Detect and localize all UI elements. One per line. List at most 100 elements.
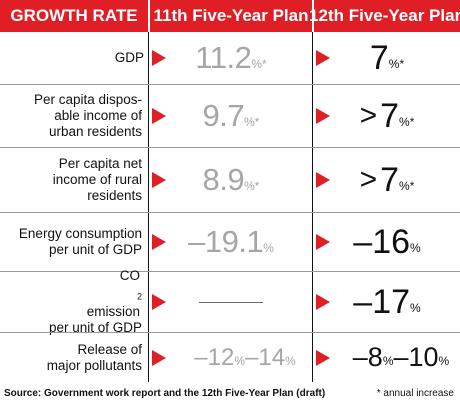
label-pollutants: Release of major pollutants (47, 342, 146, 374)
value-number: –16 (353, 222, 411, 261)
label-line: urban residents (48, 124, 142, 139)
value-12th-urban-income: >7 %* (314, 85, 460, 147)
value-suffix: % (263, 241, 274, 255)
label-subscript: 2 (136, 291, 142, 302)
row-divider (0, 212, 460, 213)
value-11th-pollutants: –12% –14% (150, 333, 326, 382)
row-label: Per capita dispos- able income of urban … (0, 85, 146, 147)
arrow-icon (316, 294, 330, 310)
value-suffix: % (410, 301, 421, 315)
arrow-icon (152, 172, 166, 188)
value-number: –8 (352, 342, 383, 372)
value-12th-pollutants: –8% –10% (314, 333, 460, 382)
footer: Source: Government work report and the 1… (0, 385, 460, 405)
row-label: GDP (0, 32, 146, 84)
value-number: –19.1 (188, 224, 264, 259)
row-urban-income: Per capita dispos- able income of urban … (0, 85, 460, 147)
column-divider-2 (312, 32, 313, 382)
arrow-icon (316, 108, 330, 124)
label-rural-income: Per capita net income of rural residents (53, 156, 146, 204)
value-number: –14 (245, 343, 286, 371)
row-label: CO 2 emission per unit of GDP (0, 268, 146, 336)
row-pollutants: Release of major pollutants –12% –14% –8%… (0, 333, 460, 382)
value-number: –10 (393, 342, 439, 372)
value-number: 7 (380, 96, 400, 135)
value-number: 8.9 (202, 162, 245, 197)
arrow-icon (316, 234, 330, 250)
header-growth-rate: GROWTH RATE (0, 0, 148, 32)
value-number: 7 (380, 160, 400, 199)
value-11th-energy: –19.1% (150, 213, 312, 271)
value-suffix: %* (251, 57, 267, 71)
value-number: –17 (353, 282, 411, 321)
value-suffix: %* (244, 179, 260, 193)
value-12th-co2: –17% (314, 272, 460, 332)
value-11th-co2-none (150, 272, 312, 332)
row-co2-emission: CO 2 emission per unit of GDP –17% (0, 268, 460, 336)
greater-than-symbol: > (359, 163, 378, 196)
row-gdp: GDP 11.2 %* 7 %* (0, 32, 460, 84)
arrow-icon (316, 50, 330, 66)
value-suffix: % (382, 353, 394, 368)
column-divider-1 (148, 32, 149, 382)
header-11th-plan: 11th Five-Year Plan (150, 0, 312, 32)
row-divider (0, 147, 460, 148)
source-note: Source: Government work report and the 1… (4, 388, 326, 399)
arrow-icon (316, 349, 330, 366)
label-line: per unit of GDP (48, 242, 142, 257)
arrow-icon (152, 50, 166, 66)
label-line: per unit of GDP (48, 320, 142, 336)
value-11th-urban-income: 9.7 %* (150, 85, 312, 147)
label-line: income of rural (52, 172, 142, 187)
greater-than-symbol: > (359, 99, 378, 132)
label-urban-income: Per capita dispos- able income of urban … (34, 92, 146, 140)
row-label: Energy consumption per unit of GDP (0, 213, 146, 271)
value-suffix: %* (244, 115, 260, 129)
value-suffix: % (438, 353, 450, 368)
label-gdp: GDP (114, 50, 144, 65)
row-divider (0, 271, 460, 272)
value-12th-rural-income: >7 %* (314, 148, 460, 212)
row-label: Per capita net income of rural residents (0, 148, 146, 212)
label-line: Per capita net (58, 156, 142, 171)
label-co-text: CO (119, 267, 140, 283)
arrow-icon (152, 234, 166, 250)
value-11th-rural-income: 8.9 %* (150, 148, 312, 212)
label-line: Per capita dispos- (33, 92, 142, 107)
label-line: Energy consumption (18, 226, 142, 241)
header-12th-plan: 12th Five-Year Plan (309, 0, 460, 32)
label-line: CO 2 emission (49, 268, 144, 321)
value-suffix: %* (399, 179, 415, 193)
value-number: 9.7 (202, 98, 245, 133)
value-suffix: % (234, 353, 245, 368)
value-11th-gdp: 11.2 %* (150, 32, 312, 84)
footnote-annual-increase: * annual increase (376, 388, 454, 399)
label-line: major pollutants (46, 357, 142, 373)
value-12th-energy: –16% (314, 213, 460, 271)
value-suffix: %* (388, 57, 405, 71)
value-12th-gdp: 7 %* (314, 32, 460, 84)
row-rural-income: Per capita net income of rural residents… (0, 148, 460, 212)
value-number: 7 (369, 38, 389, 77)
arrow-icon (152, 349, 166, 366)
label-co2-emission: CO 2 emission per unit of GDP (49, 268, 146, 337)
arrow-icon (152, 108, 166, 124)
value-suffix: % (285, 353, 296, 368)
value-suffix: % (410, 241, 421, 255)
row-label: Release of major pollutants (0, 333, 146, 382)
label-line: Release of (77, 341, 142, 357)
no-target-line (199, 301, 263, 303)
row-divider (0, 332, 460, 333)
row-energy-consumption: Energy consumption per unit of GDP –19.1… (0, 213, 460, 271)
label-emission-text: emission (86, 304, 140, 320)
value-number: –12 (194, 343, 235, 371)
value-suffix: %* (399, 115, 415, 129)
row-divider (0, 84, 460, 85)
label-line: able income of (54, 108, 142, 123)
arrow-icon (316, 172, 330, 188)
label-energy-consumption: Energy consumption per unit of GDP (19, 226, 146, 258)
value-number: 11.2 (195, 40, 252, 75)
label-line: residents (87, 188, 142, 203)
arrow-icon (152, 294, 166, 310)
